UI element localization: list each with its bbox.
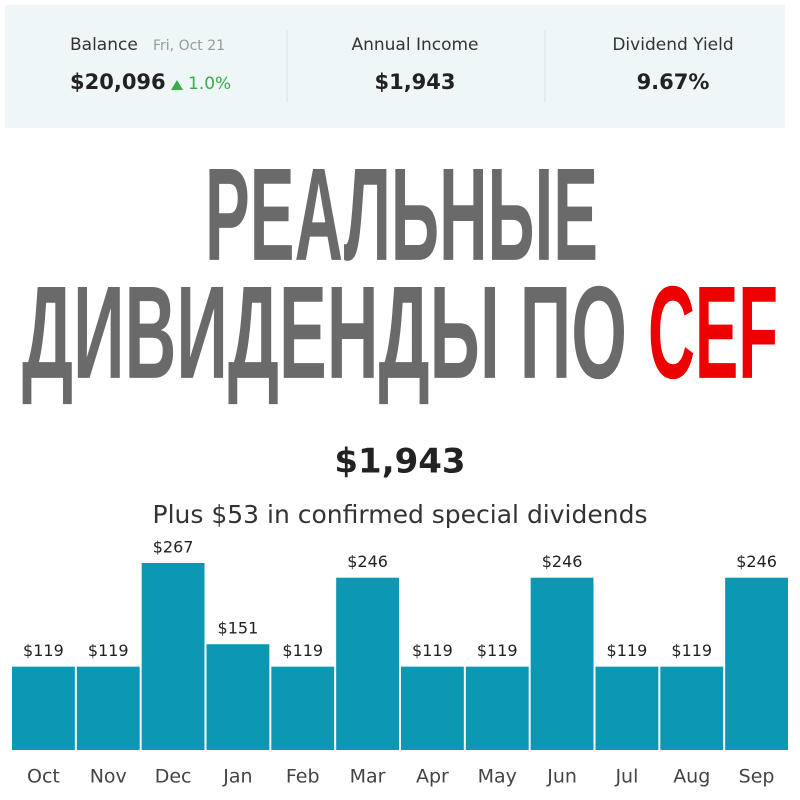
- balance-date: Fri, Oct 21: [153, 38, 225, 54]
- bar: [76, 666, 140, 750]
- value-label: $246: [542, 552, 583, 571]
- x-tick-label: Oct: [27, 766, 60, 788]
- x-tick-label: Nov: [90, 766, 127, 788]
- value-label: $119: [477, 641, 518, 660]
- headline-highlight: CEF: [648, 259, 778, 406]
- value-label: $119: [23, 641, 64, 660]
- value-label: $119: [671, 641, 712, 660]
- chart-title: $1,943: [334, 442, 465, 482]
- headline: ДИВИДЕНДЫ ПО: [22, 259, 627, 406]
- income-label: Annual Income: [351, 35, 478, 55]
- bar: [271, 666, 335, 750]
- x-tick-label: Feb: [286, 766, 320, 788]
- bar: [725, 577, 788, 750]
- value-label: $119: [282, 641, 323, 660]
- x-tick-label: Sep: [739, 766, 775, 788]
- x-tick-label: Mar: [350, 766, 386, 788]
- summary-panel: [5, 5, 785, 128]
- income-value: $1,943: [374, 70, 455, 94]
- x-tick-label: Dec: [155, 766, 192, 788]
- balance-label: Balance: [70, 35, 138, 55]
- value-label: $246: [347, 552, 388, 571]
- bar: [336, 577, 399, 750]
- x-tick-label: Jun: [546, 766, 577, 788]
- x-tick-label: Aug: [673, 766, 710, 788]
- value-label: $267: [153, 538, 194, 557]
- bar: [530, 577, 594, 750]
- bar: [465, 666, 529, 750]
- value-label: $119: [412, 641, 453, 660]
- bar: [595, 666, 659, 750]
- balance-change: 1.0%: [188, 74, 231, 94]
- up-arrow: [171, 80, 183, 90]
- chart-subtitle: Plus $53 in confirmed special dividends: [153, 500, 648, 529]
- bar: [401, 666, 464, 750]
- bar: [660, 666, 724, 750]
- value-label: $119: [88, 641, 129, 660]
- bar: [141, 563, 205, 750]
- x-tick-label: May: [478, 766, 517, 788]
- bar: [12, 666, 75, 750]
- balance-value: $20,096: [70, 70, 166, 94]
- x-tick-label: Jul: [614, 766, 638, 788]
- x-tick-label: Jan: [222, 766, 252, 788]
- headline: РЕАЛЬНЫЕ: [205, 141, 598, 288]
- value-label: $246: [736, 552, 777, 571]
- yield-label: Dividend Yield: [612, 35, 733, 55]
- value-label: $151: [218, 619, 259, 638]
- x-tick-label: Apr: [416, 766, 449, 788]
- bar: [206, 644, 270, 750]
- value-label: $119: [607, 641, 648, 660]
- yield-value: 9.67%: [637, 70, 710, 94]
